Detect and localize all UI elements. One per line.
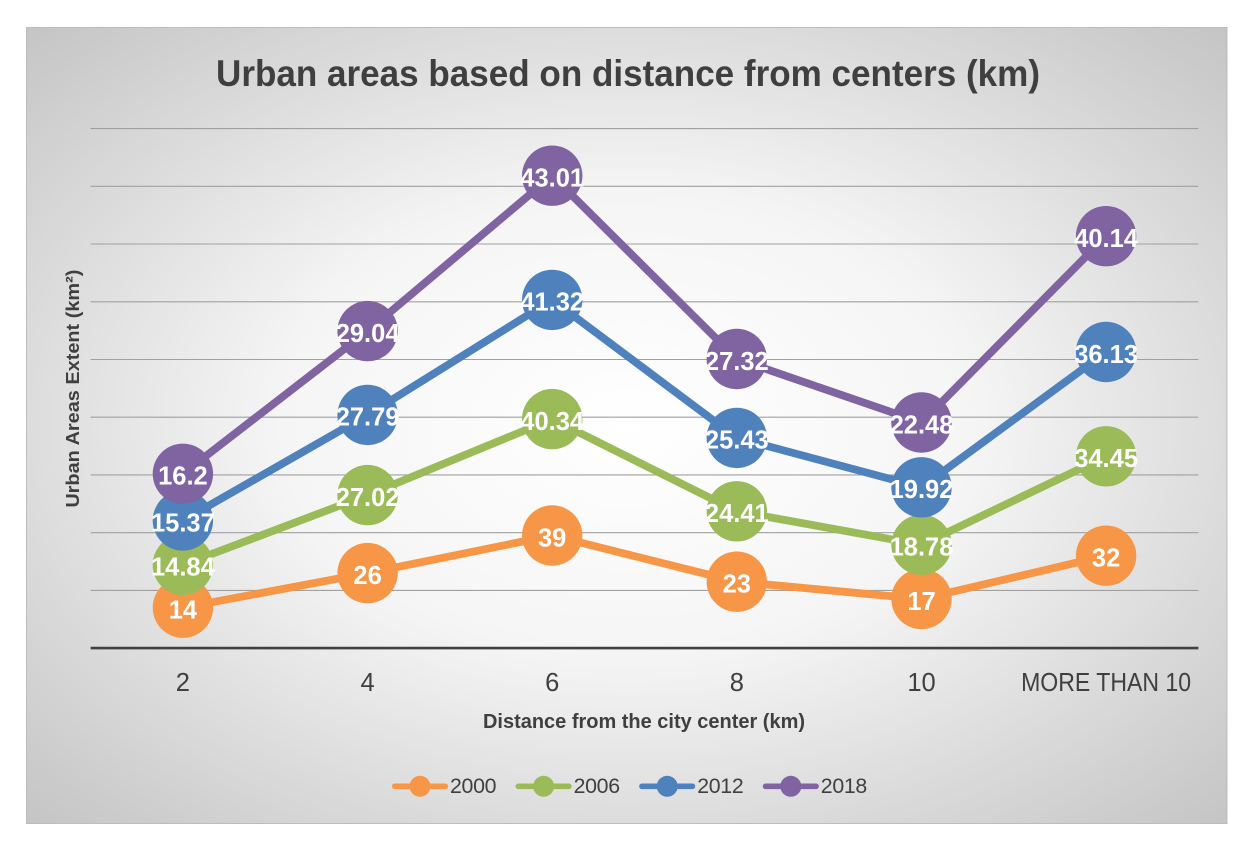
svg-text:32: 32 xyxy=(1092,545,1120,573)
svg-text:4: 4 xyxy=(361,669,375,697)
svg-text:Urban areas based on distance: Urban areas based on distance from cente… xyxy=(216,52,1040,94)
svg-text:2000: 2000 xyxy=(450,774,497,798)
svg-text:2: 2 xyxy=(176,669,190,697)
svg-text:27.79: 27.79 xyxy=(336,404,400,432)
svg-text:23: 23 xyxy=(723,571,751,599)
svg-text:26: 26 xyxy=(353,562,381,590)
svg-text:10: 10 xyxy=(907,669,935,697)
svg-text:14.84: 14.84 xyxy=(151,554,216,582)
svg-text:19.92: 19.92 xyxy=(890,476,954,504)
svg-text:8: 8 xyxy=(730,669,744,697)
svg-text:6: 6 xyxy=(545,669,559,697)
svg-text:2018: 2018 xyxy=(821,774,867,798)
svg-text:41.32: 41.32 xyxy=(520,289,584,317)
svg-text:27.02: 27.02 xyxy=(336,484,400,512)
svg-text:25.43: 25.43 xyxy=(705,427,769,455)
svg-text:16.2: 16.2 xyxy=(158,463,208,491)
svg-text:39: 39 xyxy=(538,524,566,552)
svg-text:36.13: 36.13 xyxy=(1074,341,1138,369)
svg-text:40.34: 40.34 xyxy=(520,408,585,436)
svg-text:22.48: 22.48 xyxy=(890,411,954,439)
svg-text:29.04: 29.04 xyxy=(336,320,401,348)
svg-text:18.78: 18.78 xyxy=(890,534,954,562)
svg-text:MORE THAN 10: MORE THAN 10 xyxy=(1021,669,1191,697)
svg-text:34.45: 34.45 xyxy=(1074,445,1138,473)
svg-text:24.41: 24.41 xyxy=(705,500,769,528)
svg-text:Urban Areas Extent (km²): Urban Areas Extent (km²) xyxy=(62,270,83,508)
svg-text:Distance from the city center: Distance from the city center (km) xyxy=(483,711,805,733)
svg-text:43.01: 43.01 xyxy=(520,165,584,193)
svg-text:27.32: 27.32 xyxy=(705,348,769,376)
svg-text:17: 17 xyxy=(907,588,935,616)
svg-text:40.14: 40.14 xyxy=(1074,225,1139,253)
svg-text:2012: 2012 xyxy=(697,774,743,798)
svg-text:2006: 2006 xyxy=(574,774,620,798)
svg-text:14: 14 xyxy=(169,597,198,625)
svg-text:15.37: 15.37 xyxy=(151,509,215,537)
